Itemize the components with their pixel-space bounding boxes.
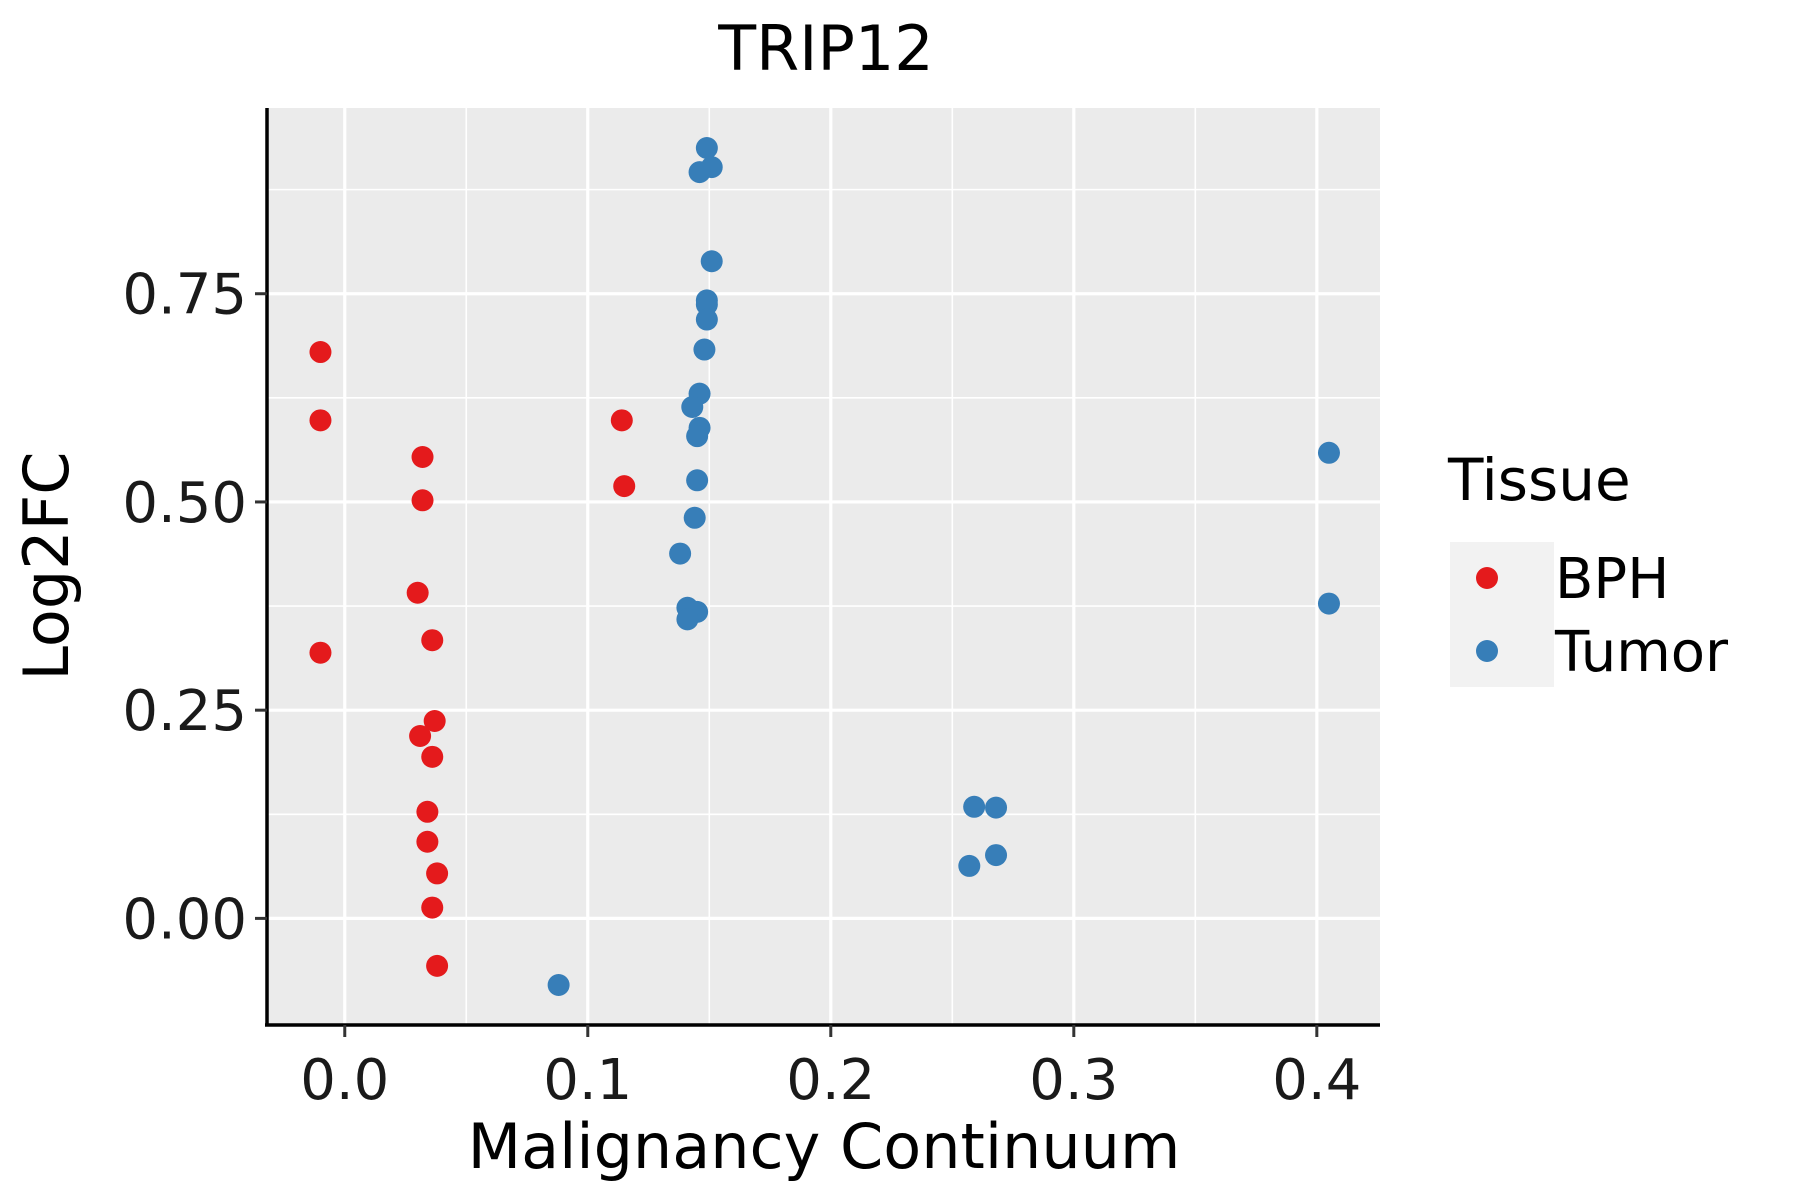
data-point-bph	[411, 489, 434, 512]
legend-key-tumor	[1476, 640, 1498, 662]
data-point-bph	[613, 475, 636, 498]
data-point-tumor	[963, 795, 986, 818]
data-point-bph	[416, 800, 439, 823]
data-point-tumor	[547, 974, 570, 997]
legend-label-bph: BPH	[1555, 547, 1669, 612]
data-point-tumor	[683, 506, 706, 529]
legend-key-bph	[1476, 567, 1498, 589]
y-tick-label: 0.00	[122, 887, 247, 952]
x-tick-label: 0.3	[1029, 1048, 1118, 1113]
data-point-tumor	[958, 854, 981, 877]
data-point-bph	[309, 341, 332, 364]
x-tick-label: 0.1	[543, 1048, 632, 1113]
legend-key-background	[1450, 542, 1554, 687]
data-point-bph	[421, 896, 444, 919]
data-point-bph	[421, 745, 444, 768]
data-point-tumor	[686, 425, 709, 448]
data-point-tumor	[669, 542, 692, 565]
grid-lines	[267, 108, 1380, 1025]
data-point-bph	[409, 724, 432, 747]
data-point-tumor	[681, 396, 704, 419]
x-tick-label: 0.2	[786, 1048, 875, 1113]
data-point-bph	[411, 445, 434, 468]
data-point-bph	[416, 830, 439, 853]
chart-title: TRIP12	[717, 12, 934, 85]
data-point-tumor	[985, 796, 1008, 819]
data-point-tumor	[1317, 592, 1340, 615]
data-point-tumor	[1317, 441, 1340, 464]
y-tick-label: 0.75	[122, 263, 247, 328]
legend-label-tumor: Tumor	[1554, 620, 1729, 685]
x-axis-ticks: 0.0 0.1 0.2 0.3 0.4	[300, 1025, 1361, 1113]
plot-background	[267, 108, 1380, 1025]
data-point-tumor	[695, 136, 718, 159]
data-point-bph	[426, 862, 449, 885]
data-point-tumor	[985, 844, 1008, 867]
x-axis-label: Malignancy Continuum	[468, 1110, 1181, 1183]
y-axis-ticks: 0.00 0.25 0.50 0.75	[122, 263, 267, 952]
data-point-bph	[309, 641, 332, 664]
x-tick-label: 0.4	[1272, 1048, 1361, 1113]
data-point-tumor	[695, 308, 718, 331]
data-point-tumor	[676, 608, 699, 631]
data-point-tumor	[686, 469, 709, 492]
y-tick-label: 0.25	[122, 679, 247, 744]
data-point-tumor	[688, 161, 711, 184]
data-point-bph	[610, 409, 633, 432]
data-point-bph	[421, 629, 444, 652]
y-axis-label: Log2FC	[10, 451, 83, 680]
data-point-tumor	[700, 250, 723, 273]
y-tick-label: 0.50	[122, 471, 247, 536]
x-tick-label: 0.0	[300, 1048, 389, 1113]
data-points	[309, 136, 1340, 997]
data-point-tumor	[693, 338, 716, 361]
data-point-bph	[309, 409, 332, 432]
legend-title: Tissue	[1447, 446, 1631, 514]
data-point-bph	[406, 581, 429, 604]
data-point-bph	[426, 954, 449, 977]
data-point-bph	[423, 709, 446, 732]
legend: Tissue BPH Tumor	[1447, 446, 1729, 687]
